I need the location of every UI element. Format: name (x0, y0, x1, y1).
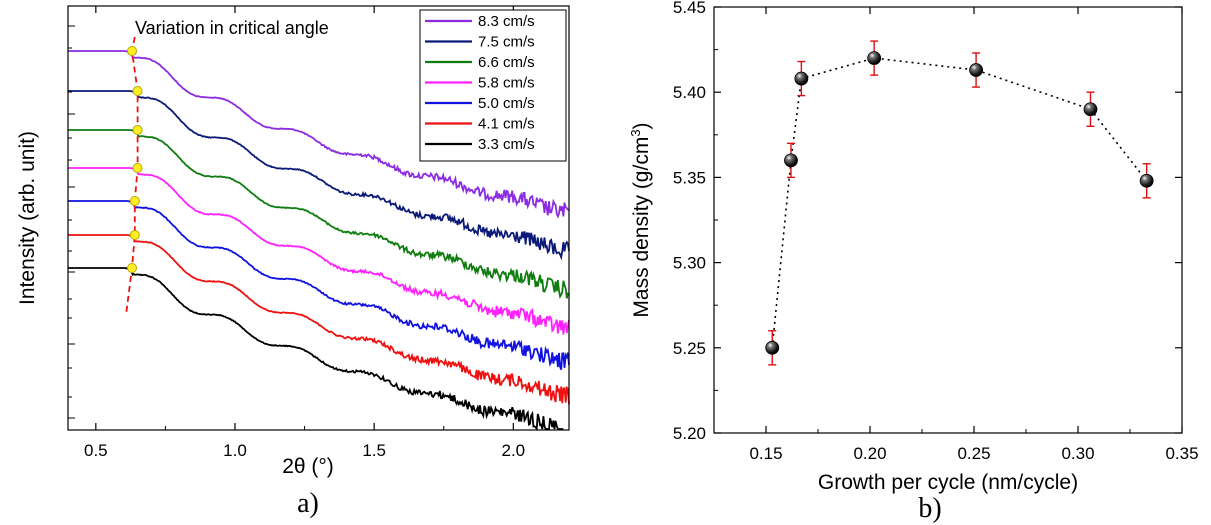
panel-label-a: a) (297, 488, 319, 519)
legend-label-3: 5.8 cm/s (478, 75, 535, 92)
data-point-1 (784, 153, 798, 168)
b-x-tick-label-0: 0.15 (749, 444, 782, 463)
critical-angle-marker-5 (129, 230, 140, 240)
b-x-tick-label-2: 0.25 (957, 444, 990, 463)
data-point-5 (1083, 102, 1098, 117)
annotation-critical-angle: Variation in critical angle (135, 18, 329, 38)
legend-label-5: 4.1 cm/s (478, 116, 535, 133)
a-x-tick-label-0: 0.5 (84, 441, 108, 460)
y-axis-title-b-sup: 3 (628, 129, 643, 136)
critical-angle-marker-2 (132, 125, 143, 135)
a-x-tick-label-2: 1.5 (362, 441, 386, 460)
plot-frame-a (67, 5, 570, 431)
a-series-curve-4 (68, 200, 570, 370)
b-axis-ticks: 0.15 0.20 0.25 0.30 0.35 5.20 5.25 5.30 5.35 5.40… (673, 0, 1199, 463)
a-series-curve-2 (68, 129, 570, 299)
b-y-tick-label-5: 5.45 (673, 0, 706, 17)
legend-box (419, 9, 567, 162)
critical-angle-marker-1 (132, 86, 143, 96)
legend-label-1: 7.5 cm/s (478, 34, 535, 51)
b-y-tick-label-2: 5.30 (673, 254, 706, 273)
a-series-curve-5 (68, 234, 570, 405)
critical-angle-marker-4 (129, 196, 140, 206)
y-axis-title-a: Intensity (arb. unit) (16, 131, 39, 305)
a-series-curve-3 (68, 167, 570, 335)
a-axis-ticks: 0.5 1.0 1.5 2.0 (84, 6, 525, 460)
a-x-tick-label-3: 2.0 (502, 441, 526, 460)
b-y-tick-label-3: 5.35 (673, 168, 706, 187)
data-point-6 (1139, 173, 1154, 188)
critical-angle-marker-6 (127, 263, 138, 273)
a-series-curve-0 (68, 50, 570, 219)
b-x-tick-label-3: 0.30 (1061, 444, 1094, 463)
b-y-tick-label-1: 5.25 (673, 339, 706, 358)
legend-label-0: 8.3 cm/s (478, 13, 535, 30)
legend-label-6: 3.3 cm/s (478, 136, 535, 153)
y-axis-title-b-close: ) (630, 122, 653, 129)
plot-frame-b (713, 6, 1183, 434)
a-y-tick-marks (68, 25, 75, 419)
legend-a: 8.3 cm/s 7.5 cm/s 6.6 cm/s 5.8 cm/s 5.0 cm/s… (419, 9, 567, 162)
b-x-tick-label-1: 0.20 (853, 444, 886, 463)
a-series-curve-6 (68, 267, 564, 432)
a-curves-group (68, 50, 570, 432)
legend-label-4: 5.0 cm/s (478, 95, 535, 112)
data-point-2 (794, 71, 809, 86)
a-x-tick-label-1: 1.0 (223, 441, 247, 460)
legend-entries: 8.3 cm/s 7.5 cm/s 6.6 cm/s 5.8 cm/s 5.0 cm/s… (425, 13, 535, 153)
legend-label-2: 6.6 cm/s (478, 54, 535, 71)
b-y-tick-label-4: 5.40 (673, 83, 706, 102)
panel-label-b: b) (918, 493, 941, 524)
data-point-0 (765, 340, 780, 355)
critical-angle-marker-3 (132, 163, 143, 173)
b-y-tick-label-0: 5.20 (673, 424, 706, 443)
critical-angle-marker-0 (127, 46, 138, 56)
y-axis-title-b: Mass density (g/cm3) (628, 122, 653, 317)
critical-angle-markers (127, 46, 143, 273)
y-axis-title-b-main: Mass density (g/cm (630, 137, 653, 318)
data-point-4 (969, 63, 983, 77)
b-error-bars (768, 40, 1151, 366)
x-axis-title-b: Growth per cycle (nm/cycle) (818, 471, 1078, 494)
data-point-3 (867, 51, 882, 66)
panel-a: 0.5 1.0 1.5 2.0 Variation in critical angle… (16, 5, 570, 519)
x-axis-title-a: 2θ (°) (282, 455, 334, 478)
a-series-curve-1 (68, 90, 570, 261)
panel-b: 0.15 0.20 0.25 0.30 0.35 5.20 5.25 5.30 5.35 5.40… (628, 0, 1199, 524)
b-data-points (765, 51, 1154, 355)
b-x-tick-label-4: 0.35 (1165, 444, 1198, 463)
